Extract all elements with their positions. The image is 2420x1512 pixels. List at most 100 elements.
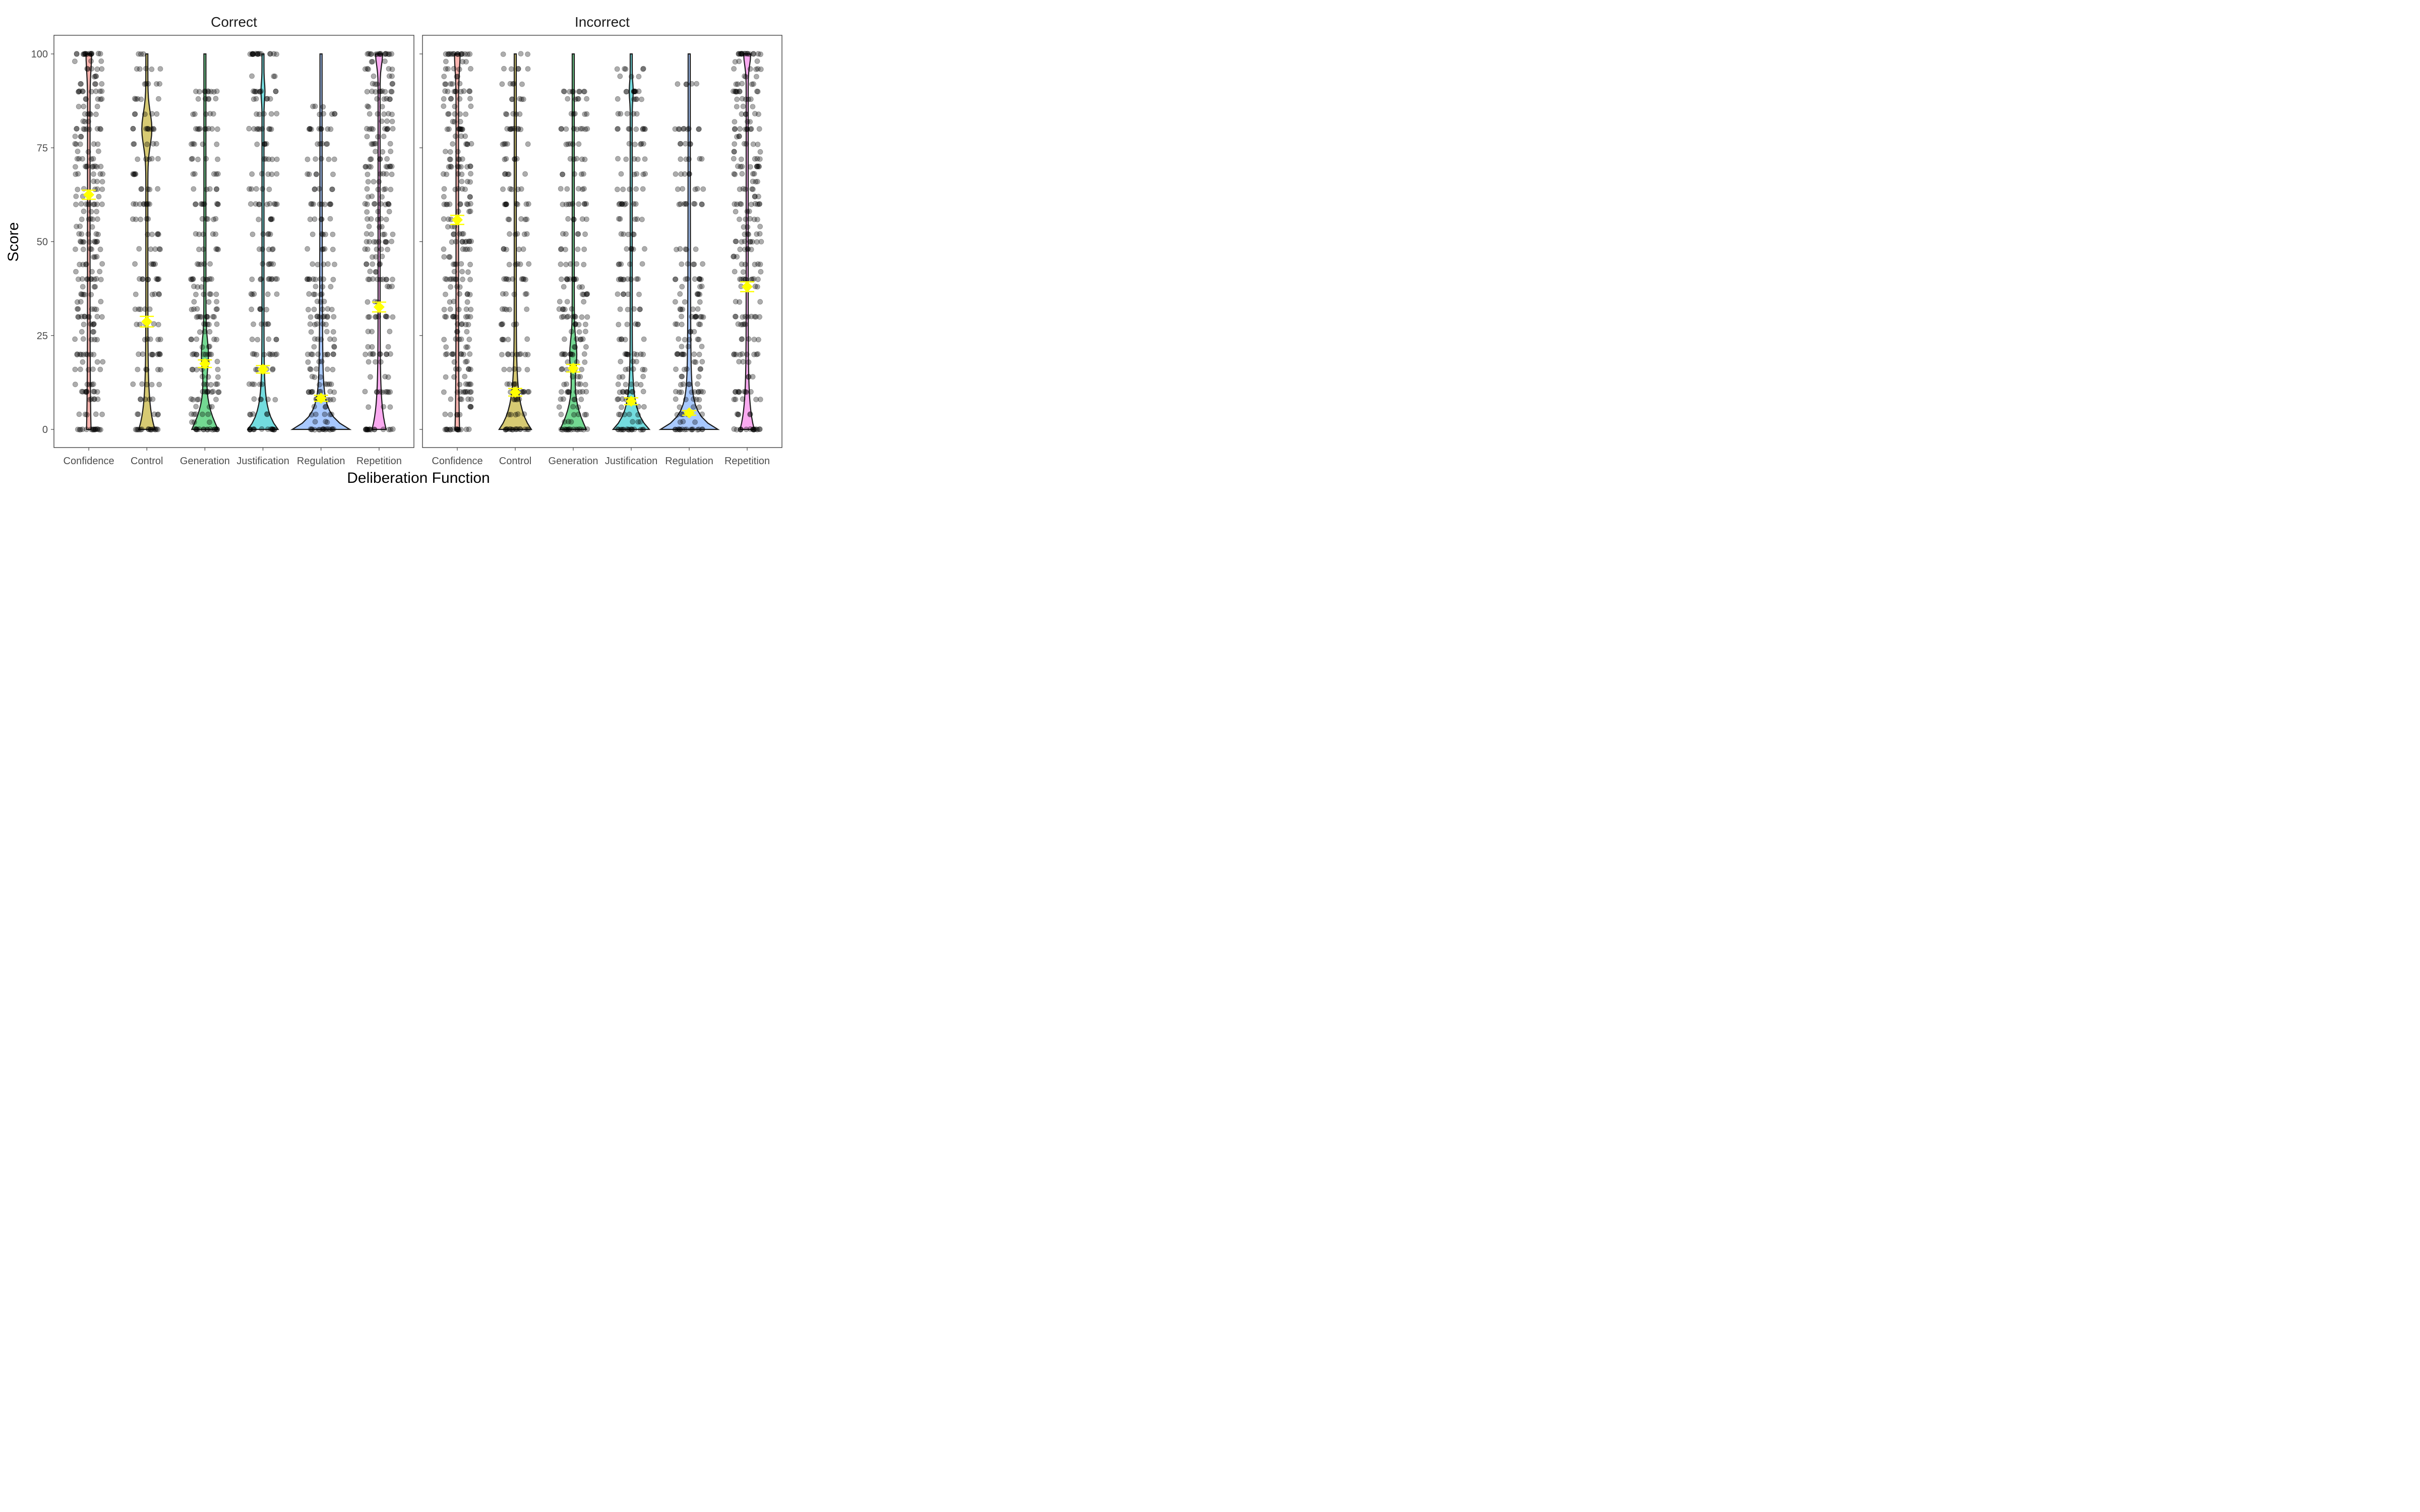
data-point (88, 321, 94, 327)
data-point (579, 125, 585, 132)
data-point (685, 127, 690, 132)
data-point (447, 51, 453, 57)
data-point (213, 231, 219, 237)
data-point (451, 66, 457, 72)
data-point (463, 238, 469, 244)
data-point (316, 359, 322, 365)
mean-point (373, 301, 385, 313)
data-point (306, 276, 312, 282)
data-point (310, 103, 316, 109)
data-point (515, 186, 521, 193)
data-point (676, 126, 682, 132)
data-point (731, 156, 737, 162)
data-point (566, 389, 572, 395)
data-point (732, 119, 738, 125)
data-point (677, 404, 683, 410)
data-point (384, 96, 390, 102)
data-point (194, 314, 200, 320)
data-point (201, 426, 207, 432)
data-point (522, 171, 528, 177)
data-point (99, 179, 105, 184)
data-point (205, 322, 210, 327)
data-point (441, 103, 447, 109)
data-point (156, 246, 162, 252)
data-point (684, 81, 690, 87)
data-point (735, 411, 741, 417)
data-point (248, 291, 254, 297)
data-point (94, 389, 100, 395)
data-point (691, 396, 696, 402)
data-point (636, 291, 642, 297)
data-point (629, 246, 634, 252)
data-point (459, 238, 465, 244)
data-point (731, 351, 737, 357)
data-point (561, 88, 567, 94)
data-point (310, 261, 316, 267)
data-point (99, 186, 105, 193)
data-point (250, 51, 256, 56)
data-point (450, 141, 456, 147)
data-point (733, 209, 739, 215)
data-point (259, 382, 265, 387)
data-point (198, 201, 204, 207)
data-point (379, 389, 385, 395)
data-point (155, 426, 161, 432)
data-point (616, 262, 622, 267)
data-point (208, 291, 214, 297)
data-point (249, 51, 255, 57)
data-point (445, 66, 451, 72)
data-point (739, 50, 745, 56)
data-point (207, 291, 213, 297)
data-point (573, 321, 578, 327)
data-point (82, 127, 88, 133)
data-point (501, 246, 507, 252)
data-point (525, 389, 531, 395)
data-point (198, 314, 204, 320)
data-point (699, 344, 705, 349)
data-point (446, 216, 451, 222)
data-point (626, 426, 631, 432)
data-point (204, 389, 210, 395)
data-point (132, 171, 138, 177)
data-point (150, 125, 156, 132)
data-point (631, 306, 637, 312)
data-point (749, 276, 755, 282)
data-point (673, 321, 678, 327)
data-point (454, 51, 460, 57)
data-point (681, 201, 687, 207)
data-point (566, 201, 572, 207)
data-point (638, 382, 644, 388)
data-point (78, 352, 84, 357)
data-point (207, 426, 213, 432)
data-point (740, 103, 746, 109)
data-point (512, 231, 518, 237)
data-point (564, 426, 570, 432)
data-point (695, 389, 701, 395)
data-point (575, 246, 581, 253)
data-point (642, 126, 648, 132)
data-point (673, 299, 678, 305)
x-tick-label: Generation (549, 456, 598, 467)
data-point (387, 163, 393, 169)
data-point (249, 336, 255, 342)
data-point (740, 314, 746, 320)
data-point (139, 186, 145, 192)
data-point (452, 261, 458, 267)
data-point (506, 217, 512, 222)
data-point (463, 141, 469, 147)
data-point (255, 337, 261, 343)
data-point (499, 322, 505, 328)
data-point (368, 351, 373, 357)
data-point (616, 411, 622, 417)
data-point (518, 127, 524, 133)
data-point (559, 366, 565, 372)
data-point (446, 111, 452, 117)
data-point (515, 66, 521, 72)
data-point (376, 179, 382, 184)
data-point (258, 397, 264, 402)
data-point (559, 276, 564, 282)
data-point (526, 389, 532, 395)
data-point (617, 337, 622, 342)
data-point (96, 427, 102, 432)
data-point (95, 426, 101, 432)
